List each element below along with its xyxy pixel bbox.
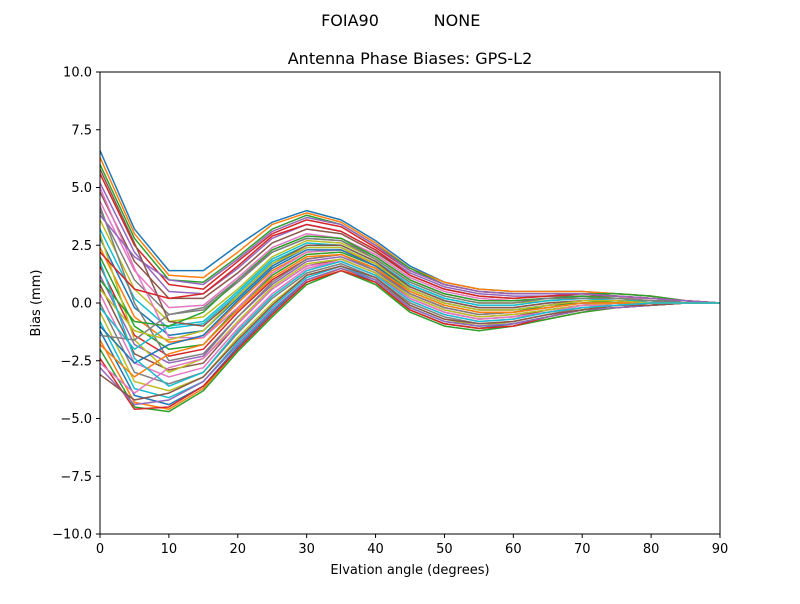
y-tick-label: −7.5 xyxy=(60,470,92,485)
chart-title: Antenna Phase Biases: GPS-L2 xyxy=(288,49,533,68)
x-tick-label: 30 xyxy=(298,542,315,557)
series-line-38 xyxy=(100,237,720,341)
series-line-27 xyxy=(100,187,720,339)
y-axis-label: Bias (mm) xyxy=(29,270,44,337)
x-tick-label: 90 xyxy=(712,542,729,557)
x-tick-label: 60 xyxy=(505,542,522,557)
series-line-40 xyxy=(100,260,720,387)
series-line-10 xyxy=(100,228,720,330)
x-axis: 0 10 20 30 40 50 60 70 80 90 xyxy=(96,534,728,557)
x-tick-label: 20 xyxy=(230,542,247,557)
y-tick-label: 5.0 xyxy=(71,181,92,196)
y-tick-label: 0.0 xyxy=(71,297,92,312)
series-line-35 xyxy=(100,214,720,304)
x-tick-label: 40 xyxy=(367,542,384,557)
y-tick-label: 2.5 xyxy=(71,239,92,254)
x-tick-label: 80 xyxy=(643,542,660,557)
series-layer xyxy=(100,150,720,413)
series-line-39 xyxy=(100,246,720,341)
y-tick-label: −2.5 xyxy=(60,354,92,369)
series-line-25 xyxy=(100,267,720,406)
series-line-3 xyxy=(100,164,720,304)
y-tick-label: 10.0 xyxy=(63,66,92,81)
suptitle-right: NONE xyxy=(434,11,481,30)
y-axis: −10.0 −7.5 −5.0 −2.5 0.0 2.5 5.0 7.5 10.0 xyxy=(52,66,100,543)
y-tick-label: −5.0 xyxy=(60,412,92,427)
x-tick-label: 70 xyxy=(574,542,591,557)
x-tick-label: 10 xyxy=(161,542,178,557)
x-tick-label: 50 xyxy=(436,542,453,557)
x-axis-label: Elvation angle (degrees) xyxy=(330,563,489,578)
x-tick-label: 0 xyxy=(96,542,104,557)
series-line-32 xyxy=(100,253,720,378)
y-tick-label: −10.0 xyxy=(52,528,92,543)
series-line-17 xyxy=(100,260,720,378)
y-tick-label: 7.5 xyxy=(71,123,92,138)
suptitle-left: FOIA90 xyxy=(321,11,379,30)
